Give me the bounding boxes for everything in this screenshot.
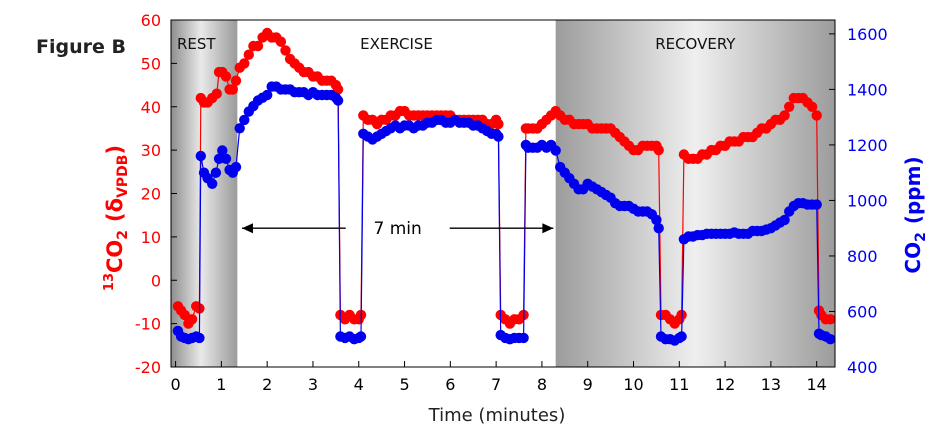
data-point-left-17 (230, 75, 242, 86)
data-point-right-10 (207, 178, 218, 189)
x-tick-label-9: 9 (583, 375, 593, 394)
y-right-tick-label-1200: 1200 (847, 136, 888, 155)
data-point-left-20 (243, 49, 254, 60)
x-tick-label-0: 0 (170, 375, 180, 394)
x-tick-label-8: 8 (537, 375, 547, 394)
y-left-tick-label--20: -20 (135, 358, 161, 377)
y-left-tick-label-60: 60 (141, 11, 161, 30)
y-left-tick-label--10: -10 (135, 315, 161, 334)
data-point-right-150 (811, 199, 822, 210)
data-point-right-114 (653, 223, 664, 234)
data-point-left-28 (280, 45, 291, 56)
x-tick-label-12: 12 (715, 375, 735, 394)
y-right-tick-label-1400: 1400 (847, 80, 888, 99)
x-tick-label-13: 13 (761, 375, 781, 394)
data-point-left-16 (227, 84, 238, 95)
data-point-left-150 (811, 110, 822, 121)
data-point-right-14 (220, 153, 232, 164)
x-tick-label-14: 14 (807, 375, 827, 394)
data-point-right-46 (355, 331, 367, 342)
x-tick-label-3: 3 (308, 375, 318, 394)
data-point-right-120 (676, 331, 687, 342)
y-left-tick-label-10: 10 (141, 228, 161, 247)
data-point-left-144 (784, 101, 795, 113)
y-right-tick-label-1600: 1600 (847, 25, 888, 44)
phase-band-exercise (237, 20, 556, 367)
x-axis-label: Time (minutes) (428, 405, 566, 426)
data-point-left-143 (779, 110, 790, 121)
x-tick-label-4: 4 (354, 375, 364, 394)
data-point-right-19 (239, 114, 250, 126)
y-right-tick-label-600: 600 (847, 302, 878, 321)
data-point-left-77 (493, 118, 504, 130)
data-point-right-17 (230, 161, 242, 173)
phase-label-rest: REST (177, 35, 216, 53)
x-tick-label-2: 2 (262, 375, 272, 394)
series-layer (172, 27, 836, 346)
data-point-right-6 (194, 332, 205, 344)
y-left-tick-label-40: 40 (141, 98, 161, 117)
x-tick-label-11: 11 (669, 375, 689, 394)
annotation-layer: 7 min (241, 219, 554, 239)
y-axis-left-label: 13CO2(δVPDB) (102, 145, 131, 291)
y-left-tick-label-20: 20 (141, 185, 161, 204)
data-point-right-18 (234, 123, 245, 134)
y-left-tick-label-0: 0 (151, 271, 161, 290)
data-point-right-13 (217, 145, 228, 156)
y-left-tick-label-30: 30 (141, 141, 161, 160)
data-point-left-4 (186, 314, 198, 325)
y-left-tick-label-50: 50 (141, 54, 161, 73)
y-right-tick-label-800: 800 (847, 247, 878, 266)
annotation-label: 7 min (374, 219, 422, 239)
data-point-left-11 (211, 88, 222, 99)
data-point-right-40 (332, 95, 344, 106)
phase-label-recovery: RECOVERY (655, 35, 736, 53)
annotation-arrowhead-left (241, 223, 253, 234)
annotation-arrowhead-right (542, 223, 554, 234)
x-tick-label-1: 1 (216, 375, 226, 394)
data-point-right-24 (262, 89, 273, 101)
data-point-right-113 (651, 214, 662, 226)
data-point-left-19 (239, 58, 250, 69)
data-point-right-83 (518, 332, 529, 344)
y-axis-right-label: CO2(ppm) (901, 156, 929, 273)
x-tick-label-5: 5 (399, 375, 409, 394)
data-point-right-143 (779, 214, 790, 226)
data-point-left-114 (653, 144, 664, 156)
figure-label: Figure B (36, 36, 126, 58)
y-right-tick-label-1000: 1000 (847, 191, 888, 210)
data-point-left-14 (220, 71, 232, 82)
data-point-right-77 (493, 131, 504, 142)
data-point-left-154 (825, 314, 836, 325)
data-point-left-22 (252, 40, 264, 52)
data-point-left-149 (806, 101, 818, 113)
data-point-left-27 (275, 36, 287, 47)
x-tick-label-6: 6 (445, 375, 455, 394)
data-point-right-91 (550, 145, 561, 156)
data-point-right-154 (825, 334, 836, 345)
phase-label-exercise: EXERCISE (360, 35, 433, 53)
data-point-right-11 (210, 167, 222, 178)
data-point-right-7 (195, 150, 206, 162)
y-right-tick-label-400: 400 (847, 358, 878, 377)
x-tick-label-7: 7 (491, 375, 501, 394)
phase-backgrounds: REST EXERCISE RECOVERY (171, 20, 835, 367)
axes-layer: 0 1 2 3 4 5 6 7 8 9 10 11 12 13 14-20-1001020304050604… (135, 11, 888, 394)
x-tick-label-10: 10 (623, 375, 643, 394)
